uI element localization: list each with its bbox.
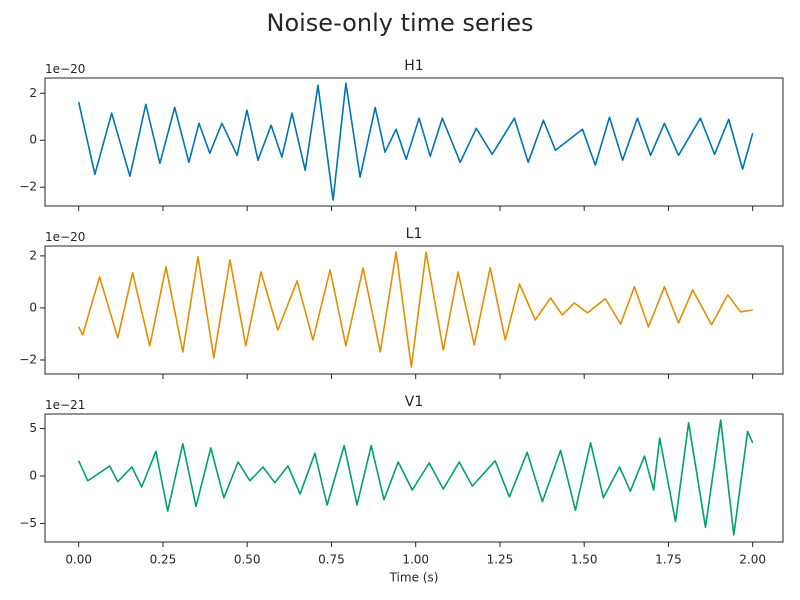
series-line: [77, 419, 754, 536]
x-tick-label: 2.00: [739, 553, 766, 567]
offset-label: 1e−20: [45, 62, 85, 76]
x-tick-label: 1.50: [571, 553, 598, 567]
x-axis-label: Time (s): [389, 571, 439, 585]
axes-title: H1: [404, 58, 423, 74]
y-tick-label: −2: [19, 352, 37, 366]
x-tick-label: 0.75: [318, 553, 345, 567]
y-tick-label: 0: [29, 469, 37, 483]
x-tick-label: 0.25: [150, 553, 177, 567]
y-tick-label: 0: [29, 133, 37, 147]
y-tick-label: 5: [29, 421, 37, 435]
axes-title: L1: [406, 226, 423, 242]
series-line: [77, 251, 753, 368]
offset-label: 1e−20: [45, 230, 85, 244]
x-tick-label: 0.00: [65, 553, 92, 567]
x-tick-label: 1.25: [487, 553, 514, 567]
axes-frame: [44, 77, 784, 207]
y-tick-label: −2: [19, 180, 37, 194]
axes-title: V1: [405, 394, 423, 410]
y-tick-label: −5: [19, 516, 37, 530]
x-tick-label: 0.50: [234, 553, 261, 567]
y-tick-label: 2: [29, 86, 37, 100]
x-tick-label: 1.75: [655, 553, 682, 567]
y-tick-label: 2: [29, 248, 37, 262]
x-tick-label: 1.00: [402, 553, 429, 567]
series-line: [77, 82, 754, 201]
offset-label: 1e−21: [45, 398, 85, 412]
axes-frame: [44, 413, 784, 543]
y-tick-label: 0: [29, 300, 37, 314]
figure-title: Noise-only time series: [267, 9, 534, 37]
axes-frame: [44, 245, 784, 375]
